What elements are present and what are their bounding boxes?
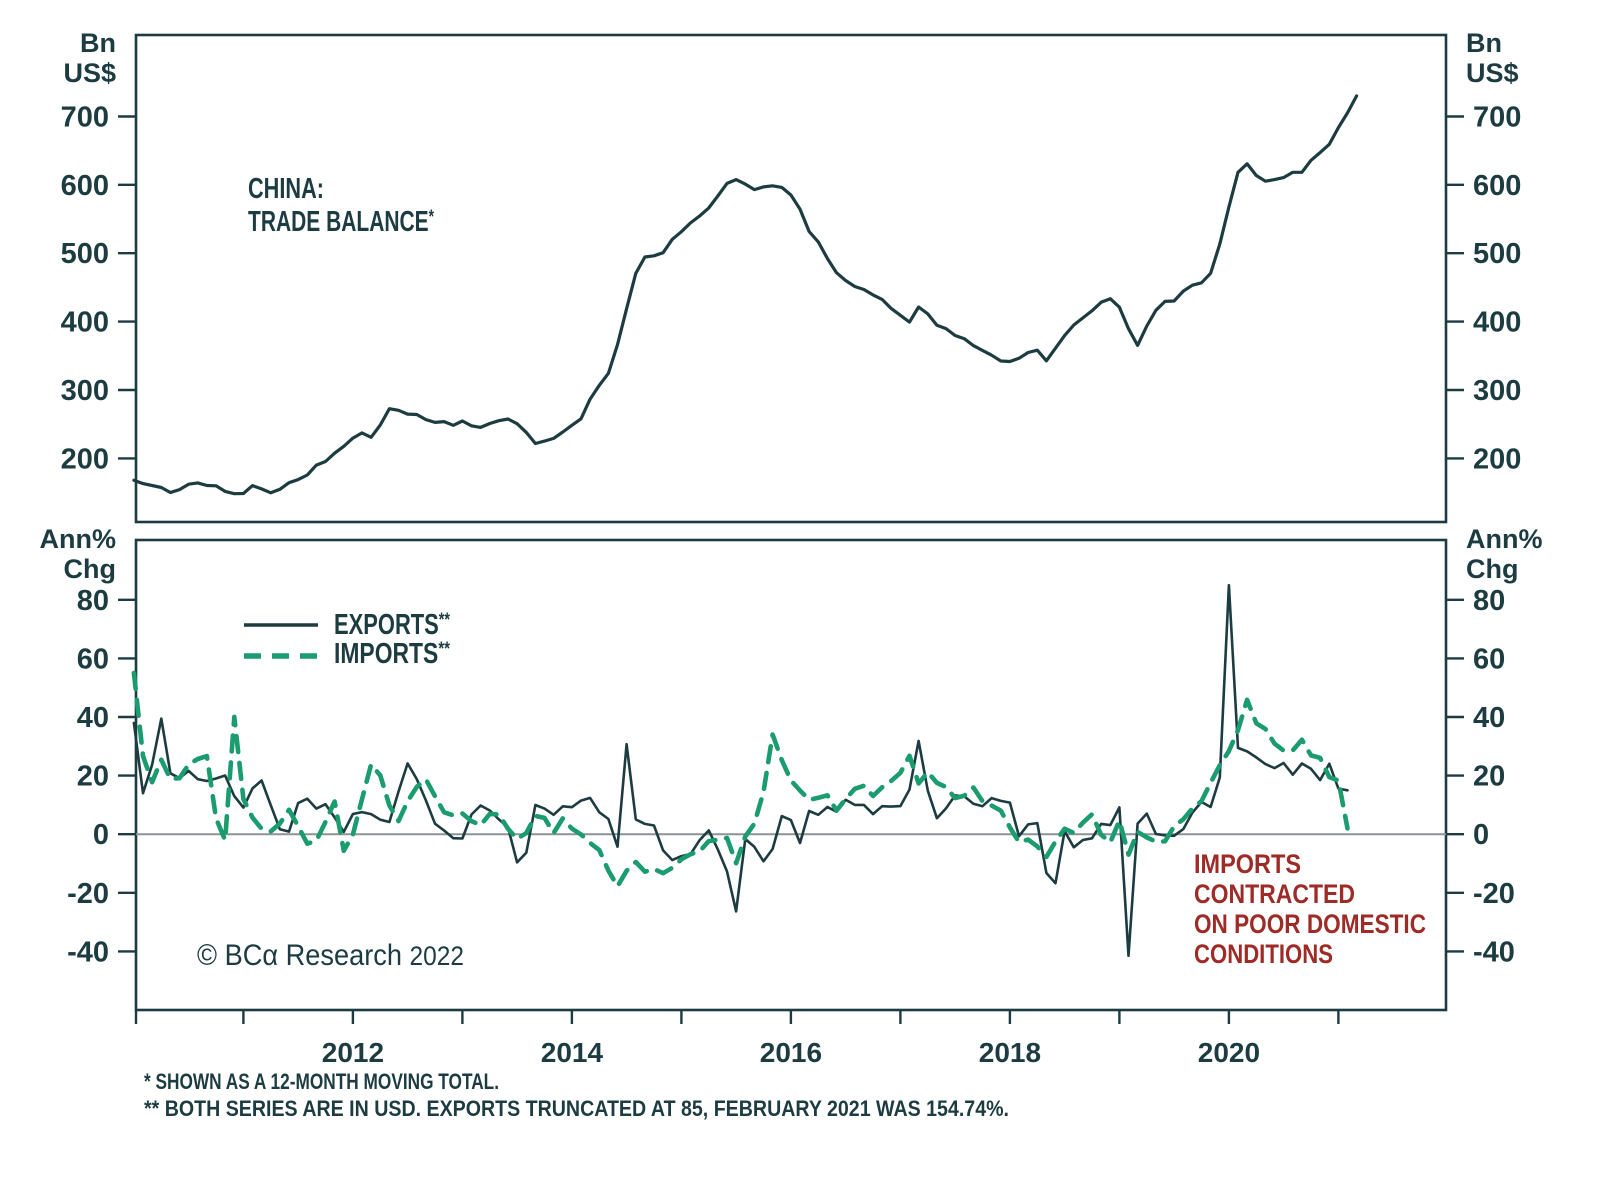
svg-text:20: 20 [1473, 761, 1505, 793]
svg-text:80: 80 [1473, 585, 1505, 617]
svg-text:700: 700 [61, 102, 109, 134]
svg-text:600: 600 [61, 170, 109, 202]
svg-text:200: 200 [61, 443, 109, 475]
svg-text:0: 0 [93, 819, 109, 851]
svg-text:CONTRACTED: CONTRACTED [1194, 879, 1355, 909]
svg-text:Ann%: Ann% [1466, 524, 1543, 554]
svg-text:500: 500 [61, 238, 109, 270]
svg-text:80: 80 [77, 585, 109, 617]
svg-text:200: 200 [1473, 443, 1521, 475]
svg-text:40: 40 [77, 702, 109, 734]
svg-text:-40: -40 [1473, 936, 1515, 968]
svg-text:40: 40 [1473, 702, 1505, 734]
svg-text:2018: 2018 [979, 1037, 1041, 1068]
svg-text:2020: 2020 [1198, 1037, 1260, 1068]
svg-text:700: 700 [1473, 102, 1521, 134]
svg-text:* SHOWN AS A 12-MONTH MOVING: * SHOWN AS A 12-MONTH MOVING TOTAL. [144, 1069, 499, 1094]
svg-text:US$: US$ [1466, 58, 1519, 88]
svg-text:300: 300 [1473, 375, 1521, 407]
svg-text:IMPORTS**: IMPORTS** [334, 638, 450, 670]
svg-text:600: 600 [1473, 170, 1521, 202]
svg-text:2012: 2012 [322, 1037, 384, 1068]
svg-text:60: 60 [77, 643, 109, 675]
svg-text:300: 300 [61, 375, 109, 407]
svg-text:0: 0 [1473, 819, 1489, 851]
svg-text:© BCα Research 2022: © BCα Research 2022 [197, 939, 464, 972]
svg-text:Chg: Chg [64, 554, 116, 584]
svg-text:US$: US$ [63, 58, 116, 88]
svg-text:2014: 2014 [541, 1037, 604, 1068]
svg-text:EXPORTS**: EXPORTS** [334, 609, 450, 641]
svg-text:Bn: Bn [1466, 28, 1502, 58]
svg-text:60: 60 [1473, 643, 1505, 675]
svg-text:400: 400 [61, 307, 109, 339]
svg-text:500: 500 [1473, 238, 1521, 270]
svg-text:CHINA:: CHINA: [248, 173, 324, 205]
svg-text:** BOTH SERIES ARE IN USD. EXP: ** BOTH SERIES ARE IN USD. EXPORTS TRUNC… [144, 1096, 1009, 1121]
svg-text:Ann%: Ann% [40, 524, 117, 554]
svg-text:ON POOR DOMESTIC: ON POOR DOMESTIC [1194, 909, 1426, 939]
svg-text:400: 400 [1473, 307, 1521, 339]
svg-text:20: 20 [77, 761, 109, 793]
svg-text:-20: -20 [1473, 878, 1515, 910]
svg-text:TRADE BALANCE*: TRADE BALANCE* [248, 206, 434, 238]
svg-text:2016: 2016 [760, 1037, 822, 1068]
svg-text:Bn: Bn [80, 28, 116, 58]
svg-text:IMPORTS: IMPORTS [1194, 849, 1301, 879]
svg-text:-40: -40 [67, 936, 109, 968]
svg-text:Chg: Chg [1466, 554, 1518, 584]
svg-text:CONDITIONS: CONDITIONS [1194, 939, 1333, 969]
svg-text:-20: -20 [67, 878, 109, 910]
